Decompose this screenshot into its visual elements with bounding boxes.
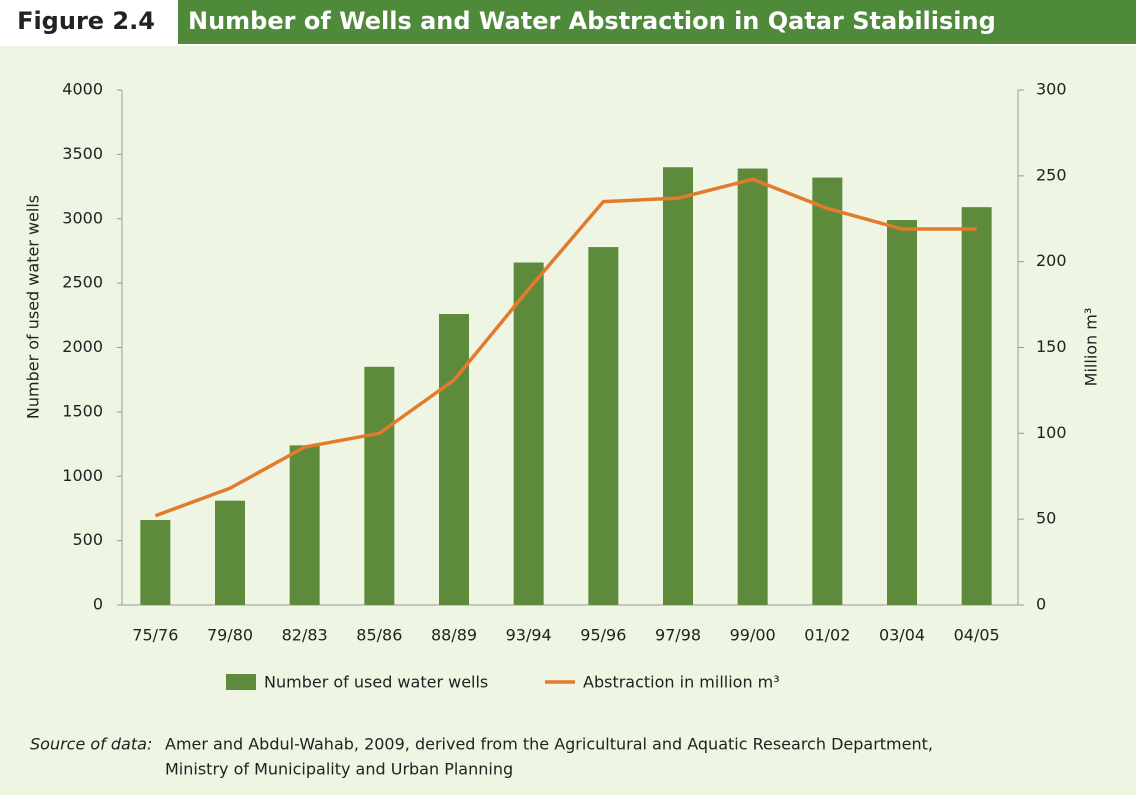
x-tick-label: 95/96 bbox=[580, 626, 626, 645]
line bbox=[154, 177, 977, 518]
y-axis-label: Number of used water wells bbox=[24, 195, 43, 419]
y2-tick-label: 300 bbox=[1036, 80, 1067, 99]
source-line: Ministry of Municipality and Urban Plann… bbox=[165, 760, 513, 779]
source-line: Amer and Abdul-Wahab, 2009, derived from… bbox=[165, 735, 933, 754]
y-tick-label: 3000 bbox=[62, 208, 103, 227]
x-tick-label: 85/86 bbox=[356, 626, 402, 645]
y-tick-label: 2000 bbox=[62, 337, 103, 356]
title-bar bbox=[178, 0, 1136, 44]
legend-label: Abstraction in million m³ bbox=[583, 673, 780, 692]
y-tick-label: 2500 bbox=[62, 273, 103, 292]
y2-tick-label: 250 bbox=[1036, 165, 1067, 184]
x-tick-label: 93/94 bbox=[506, 626, 552, 645]
y2-tick-label: 0 bbox=[1036, 595, 1046, 614]
y2-tick-label: 200 bbox=[1036, 251, 1067, 270]
figure-label-box bbox=[0, 0, 172, 44]
y-tick-label: 1000 bbox=[62, 466, 103, 485]
y-tick-label: 3500 bbox=[62, 144, 103, 163]
x-tick-label: 75/76 bbox=[132, 626, 178, 645]
figure-label: Figure 2.4 bbox=[17, 7, 155, 35]
x-tick-label: 79/80 bbox=[207, 626, 253, 645]
legend-swatch bbox=[226, 674, 256, 690]
x-tick-label: 82/83 bbox=[282, 626, 328, 645]
source-label: Source of data: bbox=[30, 735, 152, 754]
y-tick-label: 4000 bbox=[62, 80, 103, 99]
y2-tick-label: 150 bbox=[1036, 337, 1067, 356]
x-tick-label: 88/89 bbox=[431, 626, 477, 645]
bar bbox=[215, 500, 245, 605]
x-tick-label: 04/05 bbox=[954, 626, 1000, 645]
bar bbox=[364, 366, 395, 605]
bar bbox=[887, 220, 917, 605]
bar bbox=[961, 207, 992, 605]
y-tick-label: 500 bbox=[72, 530, 103, 549]
x-tick-label: 99/00 bbox=[730, 626, 776, 645]
bar bbox=[737, 168, 768, 605]
bar bbox=[812, 177, 843, 606]
bar bbox=[513, 262, 544, 605]
y-tick-label: 0 bbox=[93, 595, 103, 614]
bar bbox=[439, 314, 469, 605]
panel-background bbox=[0, 46, 1136, 795]
bar bbox=[663, 167, 693, 605]
y2-axis-label: Million m³ bbox=[1082, 308, 1101, 387]
x-tick-label: 03/04 bbox=[879, 626, 925, 645]
chart-title: Number of Wells and Water Abstraction in… bbox=[188, 7, 996, 35]
x-tick-label: 01/02 bbox=[804, 626, 850, 645]
y2-tick-label: 50 bbox=[1036, 509, 1056, 528]
bar bbox=[289, 445, 320, 605]
bar bbox=[140, 520, 171, 605]
bar bbox=[588, 247, 619, 605]
x-tick-label: 97/98 bbox=[655, 626, 701, 645]
legend-label: Number of used water wells bbox=[264, 673, 488, 692]
y2-tick-label: 100 bbox=[1036, 423, 1067, 442]
y-tick-label: 1500 bbox=[62, 401, 103, 420]
